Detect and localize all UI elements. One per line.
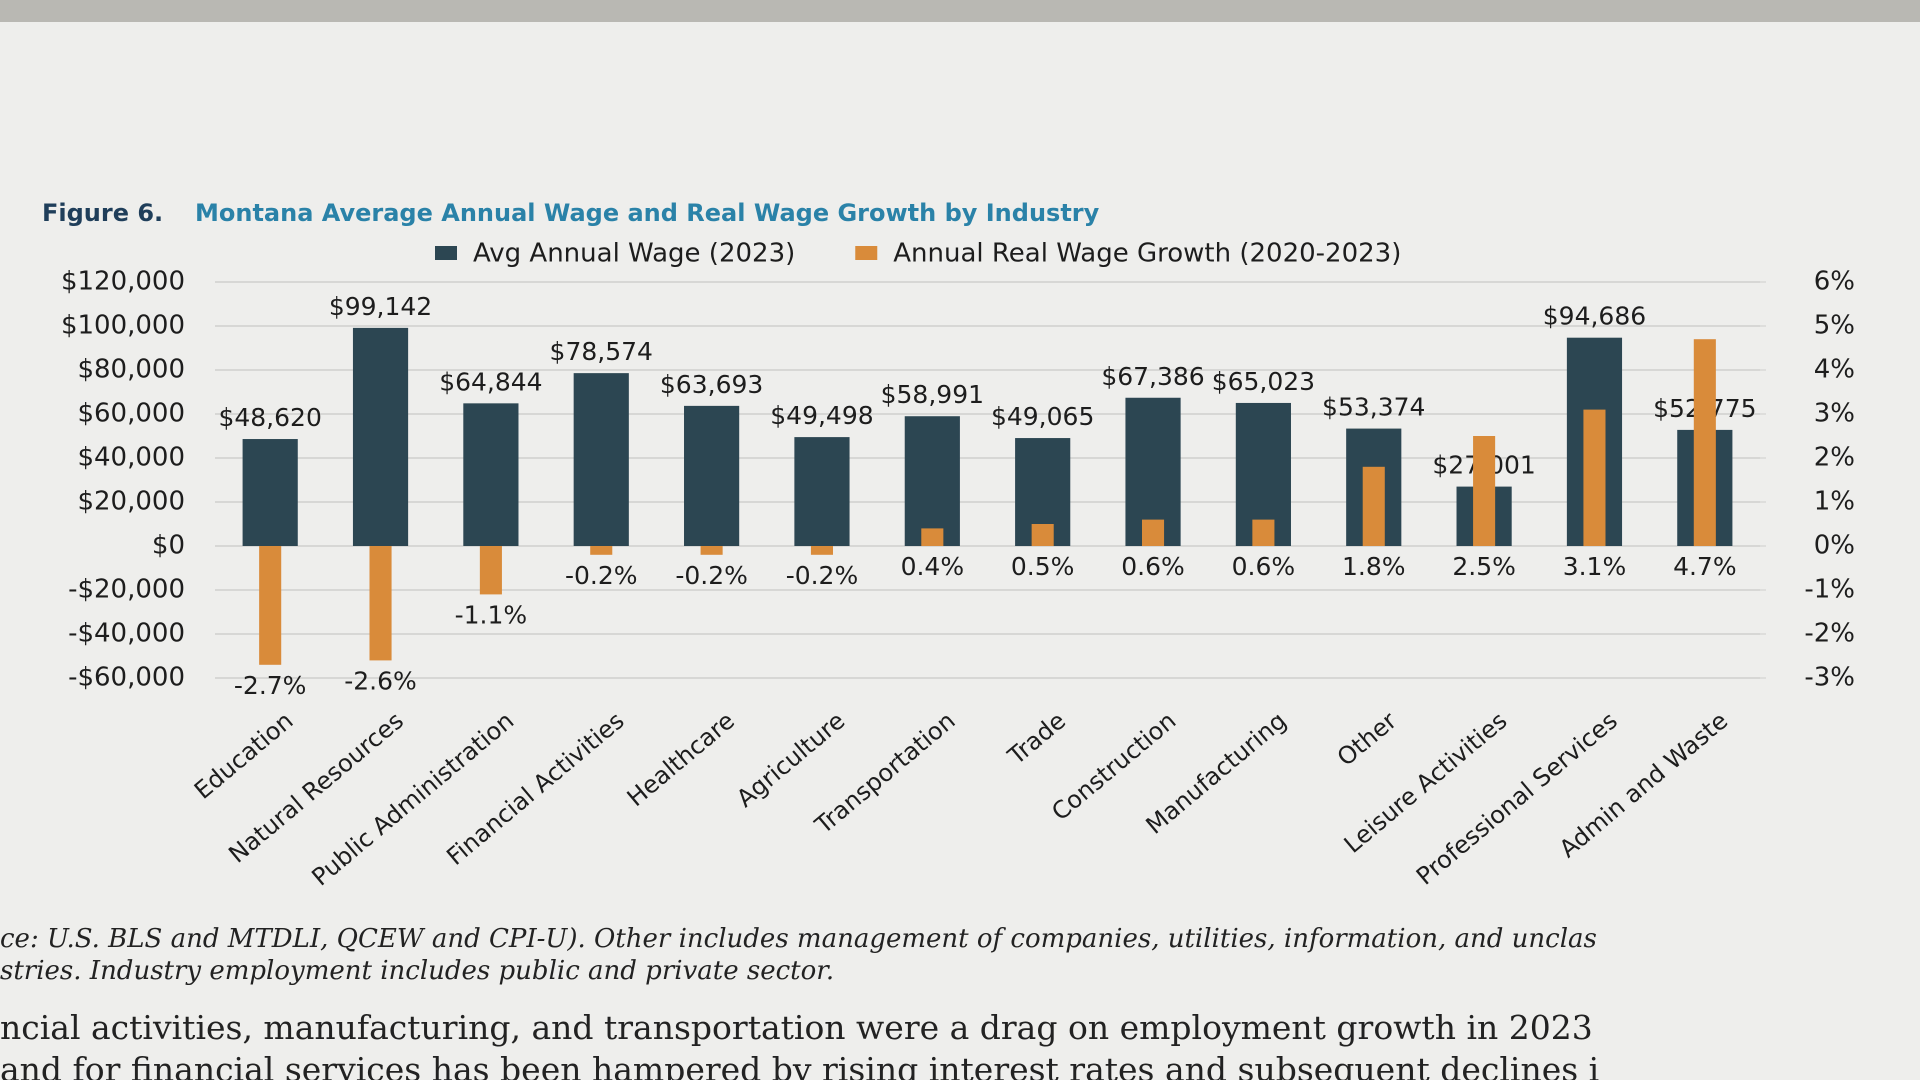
- bar: [479, 546, 502, 595]
- legend-label: Annual Real Wage Growth (2020-2023): [893, 239, 1401, 269]
- source-note: stries. Industry employment includes pub…: [0, 956, 834, 986]
- data-label: -0.2%: [565, 561, 638, 590]
- y-tick-label: -$20,000: [68, 575, 185, 605]
- paper-edge: [0, 0, 1920, 22]
- chart-title: Montana Average Annual Wage and Real Wag…: [195, 199, 1100, 227]
- data-label: 2.5%: [1452, 552, 1516, 581]
- legend-label: Avg Annual Wage (2023): [473, 239, 795, 269]
- y-tick-label: -$60,000: [68, 663, 185, 693]
- bar: [369, 546, 392, 661]
- y2-tick-label: 2%: [1814, 443, 1855, 473]
- source-note: ce: U.S. BLS and MTDLI, QCEW and CPI-U).…: [0, 924, 1597, 954]
- y2-tick-label: -1%: [1804, 575, 1855, 605]
- y2-tick-label: 6%: [1814, 267, 1855, 297]
- data-label: $67,386: [1101, 362, 1204, 391]
- data-label: 3.1%: [1563, 552, 1627, 581]
- bar: [700, 546, 723, 555]
- y-tick-label: $120,000: [61, 267, 185, 297]
- data-label: $64,844: [439, 367, 542, 396]
- y-tick-label: $0: [152, 531, 185, 561]
- data-label: -1.1%: [455, 600, 528, 629]
- bar: [1583, 409, 1606, 546]
- data-label: $94,686: [1543, 302, 1646, 331]
- bar: [921, 528, 944, 546]
- data-label: -2.6%: [344, 666, 417, 695]
- data-label: -2.7%: [234, 671, 307, 700]
- data-label: $78,574: [550, 337, 653, 366]
- bar: [1142, 519, 1165, 546]
- y2-tick-label: 5%: [1814, 311, 1855, 341]
- data-label: $99,142: [329, 292, 432, 321]
- data-label: 1.8%: [1342, 552, 1406, 581]
- y-tick-label: $40,000: [77, 443, 185, 473]
- data-label: 4.7%: [1673, 552, 1737, 581]
- legend-swatch: [855, 246, 878, 260]
- data-label: $65,023: [1212, 367, 1315, 396]
- body-text: and for financial services has been hamp…: [0, 1050, 1599, 1080]
- bar: [259, 546, 282, 665]
- legend-swatch: [435, 246, 457, 260]
- y-tick-label: $80,000: [77, 355, 185, 385]
- y-tick-label: $60,000: [77, 399, 185, 429]
- bar: [1693, 339, 1716, 546]
- bar: [904, 416, 960, 546]
- y2-tick-label: -3%: [1804, 663, 1855, 693]
- bar: [794, 437, 850, 546]
- bar: [573, 373, 629, 546]
- bar: [810, 546, 833, 555]
- y2-tick-label: 1%: [1814, 487, 1855, 517]
- y-tick-label: $100,000: [61, 311, 185, 341]
- data-label: 0.5%: [1011, 552, 1075, 581]
- figure-label: Figure 6.: [42, 199, 163, 227]
- bar: [352, 327, 409, 546]
- data-label: 0.6%: [1121, 552, 1185, 581]
- data-label: 0.6%: [1232, 552, 1296, 581]
- bar: [1473, 436, 1496, 546]
- data-label: $49,065: [991, 402, 1094, 431]
- bar: [242, 439, 298, 546]
- bar: [1362, 466, 1385, 546]
- data-label: $48,620: [218, 403, 321, 432]
- data-label: $49,498: [770, 401, 873, 430]
- data-label: 0.4%: [901, 552, 965, 581]
- data-label: $53,374: [1322, 393, 1425, 422]
- data-label: -0.2%: [786, 561, 859, 590]
- data-label: -0.2%: [675, 561, 748, 590]
- y2-tick-label: 0%: [1814, 531, 1855, 561]
- y2-tick-label: 3%: [1814, 399, 1855, 429]
- y-tick-label: $20,000: [77, 487, 185, 517]
- bar: [1252, 519, 1275, 546]
- y2-tick-label: -2%: [1804, 619, 1855, 649]
- data-label: $63,693: [660, 370, 763, 399]
- bar: [463, 403, 519, 546]
- body-text: ncial activities, manufacturing, and tra…: [0, 1008, 1593, 1047]
- bar: [1031, 524, 1054, 546]
- data-label: $58,991: [881, 380, 984, 409]
- y2-tick-label: 4%: [1814, 355, 1855, 385]
- y-tick-label: -$40,000: [68, 619, 185, 649]
- bar: [590, 546, 613, 555]
- bar: [684, 405, 740, 546]
